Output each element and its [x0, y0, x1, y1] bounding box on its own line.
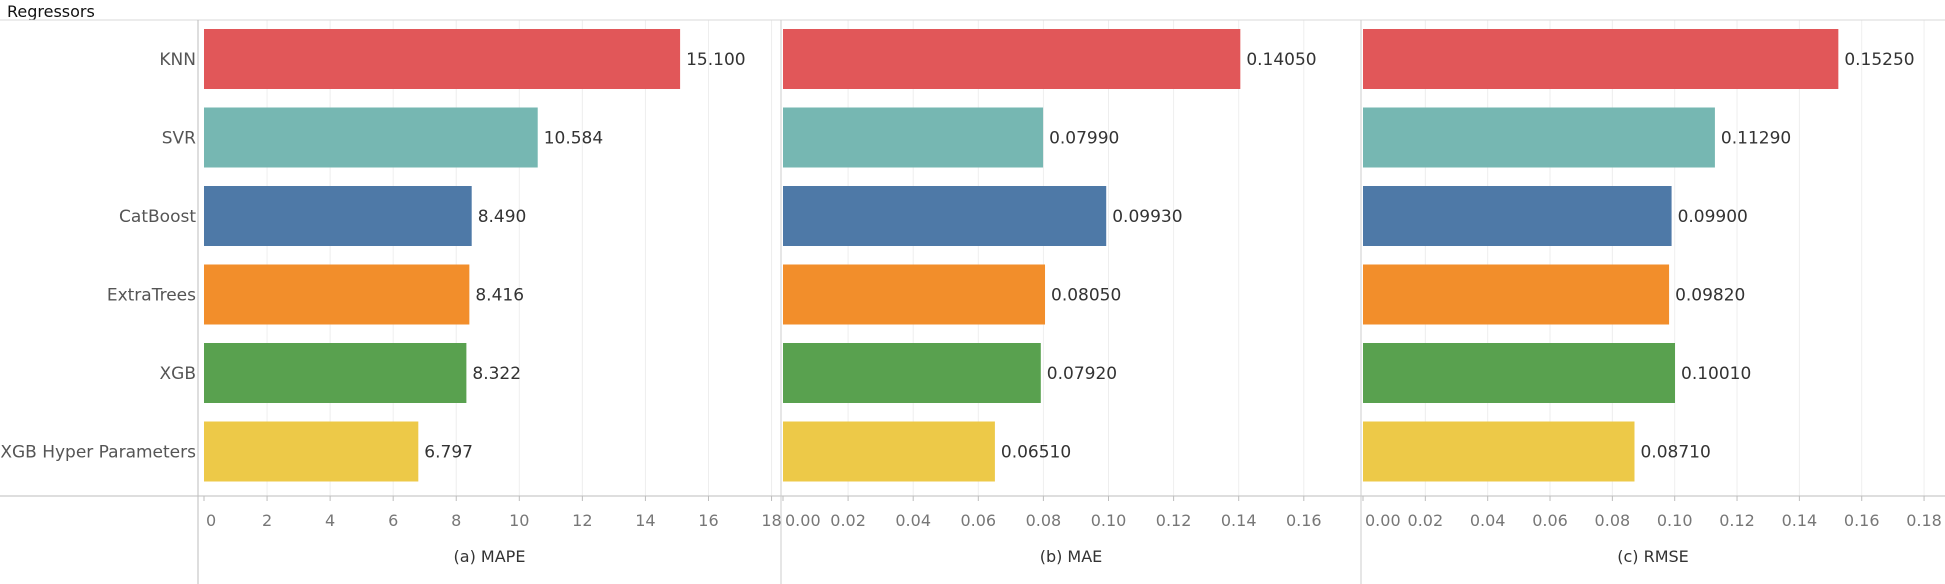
x-tick-label: 0.04 [1470, 511, 1506, 530]
x-tick-label: 0.12 [1719, 511, 1755, 530]
x-tick-label: 18 [761, 511, 781, 530]
bar-xgb-hyper-parameters [1363, 421, 1635, 482]
x-tick-label: 2 [262, 511, 272, 530]
x-tick-label: 0.06 [960, 511, 996, 530]
x-axis-title: (b) MAE [1040, 547, 1103, 566]
bar-xgb [204, 343, 467, 403]
data-label: 0.09900 [1678, 207, 1748, 227]
header-title: Regressors [7, 2, 95, 21]
data-label: 8.322 [472, 364, 521, 384]
bar-catboost [204, 186, 472, 246]
row-label: ExtraTrees [107, 286, 196, 306]
data-label: 10.584 [544, 129, 603, 149]
bar-catboost [783, 186, 1107, 246]
x-tick-label: 0.14 [1221, 511, 1257, 530]
x-tick-label: 0.08 [1595, 511, 1631, 530]
data-label: 0.09820 [1675, 286, 1745, 306]
bar-xgb-hyper-parameters [204, 421, 419, 482]
x-tick-label: 0.00 [1365, 511, 1401, 530]
data-label: 0.14050 [1246, 50, 1316, 70]
x-tick-label: 4 [325, 511, 335, 530]
x-tick-label: 0.00 [785, 511, 821, 530]
x-tick-label: 0.10 [1091, 511, 1127, 530]
data-label: 0.07990 [1049, 129, 1119, 149]
data-label: 6.797 [424, 443, 473, 463]
bar-knn [783, 29, 1241, 89]
x-tick-label: 0.16 [1844, 511, 1880, 530]
data-label: 0.07920 [1047, 364, 1117, 384]
data-label: 0.06510 [1001, 443, 1071, 463]
x-tick-label: 0.04 [895, 511, 931, 530]
data-label: 8.416 [475, 286, 524, 306]
x-tick-label: 14 [635, 511, 655, 530]
bar-catboost [1363, 186, 1672, 246]
x-tick-label: 0.06 [1532, 511, 1568, 530]
x-tick-label: 8 [451, 511, 461, 530]
x-tick-label: 16 [698, 511, 718, 530]
row-label: SVR [162, 129, 196, 149]
x-tick-label: 0.10 [1657, 511, 1693, 530]
bar-extratrees [783, 264, 1046, 325]
grid-layer [266, 20, 1925, 496]
x-tick-label: 0.02 [1408, 511, 1444, 530]
data-label: 0.09930 [1112, 207, 1182, 227]
row-label: CatBoost [119, 207, 196, 227]
bar-extratrees [1363, 264, 1670, 325]
data-label: 0.10010 [1681, 364, 1751, 384]
axis-layer: 0 2 4 6 8 10 12 14 16 18 (a) MAPE 0.00 0.02 0.04 0.06 0… [0, 19, 1945, 584]
bar-svr [1363, 107, 1715, 168]
bar-knn [1363, 29, 1839, 89]
bar-svr [783, 107, 1044, 168]
x-axis-title: (a) MAPE [454, 547, 526, 566]
labels-layer: KNN SVR CatBoost ExtraTrees XGB XGB Hyper Par… [0, 50, 1914, 463]
data-label: 0.15250 [1844, 50, 1914, 70]
x-tick-label: 10 [509, 511, 529, 530]
bar-xgb-hyper-parameters [783, 421, 995, 482]
data-label: 0.11290 [1721, 129, 1791, 149]
bar-xgb [1363, 343, 1676, 403]
x-tick-label: 6 [388, 511, 398, 530]
x-axis-title: (c) RMSE [1617, 547, 1689, 566]
data-label: 0.08710 [1640, 443, 1710, 463]
x-tick-label: 0.16 [1286, 511, 1322, 530]
x-tick-label: 0.12 [1156, 511, 1192, 530]
bar-svr [204, 107, 538, 168]
row-label: KNN [159, 50, 196, 70]
bar-extratrees [204, 264, 470, 325]
data-label: 8.490 [478, 207, 527, 227]
row-label: XGB Hyper Parameters [0, 443, 196, 463]
x-tick-label: 0.14 [1782, 511, 1818, 530]
x-tick-label: 12 [572, 511, 592, 530]
x-tick-label: 0.18 [1906, 511, 1942, 530]
data-label: 15.100 [686, 50, 745, 70]
bar-xgb [783, 343, 1041, 403]
x-tick-label: 0.02 [830, 511, 866, 530]
row-label: XGB [160, 364, 196, 384]
bar-knn [204, 29, 681, 89]
x-tick-label: 0.08 [1026, 511, 1062, 530]
x-tick-label: 0 [206, 511, 216, 530]
bars-layer [204, 29, 1839, 482]
data-label: 0.08050 [1051, 286, 1121, 306]
